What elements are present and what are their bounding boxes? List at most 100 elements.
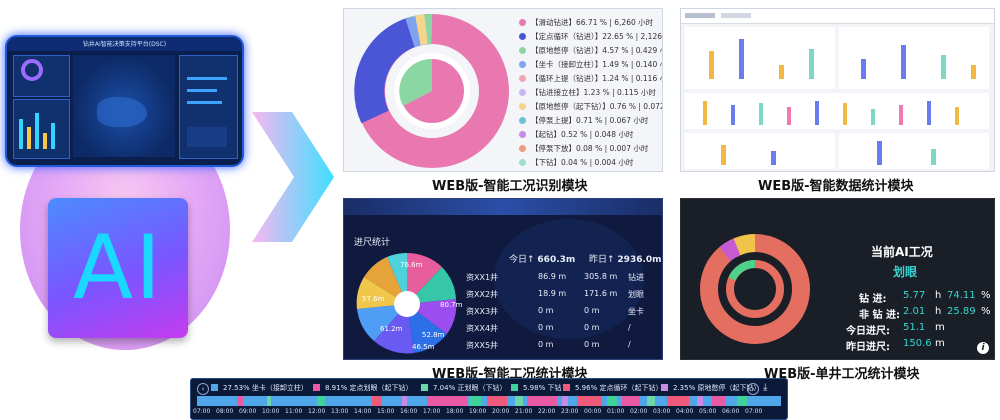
- caption-condition-recognition: WEB版-智能工况识别模块: [432, 179, 588, 194]
- timeline-legend-item[interactable]: 5.98% 下钻: [511, 383, 561, 393]
- legend-swatch: [313, 384, 320, 391]
- rose-label: 61.2m: [380, 325, 403, 333]
- yesterday-footage-value: 150.6: [903, 338, 932, 349]
- status-cell: /: [628, 340, 631, 349]
- legend-swatch: [563, 384, 570, 391]
- table-row[interactable]: 资XX3井 0 m 0 m 坐卡: [466, 306, 656, 320]
- yesterday-footage: 昨日↑ 2936.0m: [589, 252, 662, 265]
- legend-label: 【起钻】0.52 % | 0.048 小时: [531, 130, 634, 139]
- legend-swatch: [661, 384, 668, 391]
- panel-data-statistics: [680, 8, 995, 172]
- info-icon[interactable]: i: [977, 342, 989, 354]
- panel-footage-statistics: 进尺统计 80.7m 76.6m 61.2m 57.6m 52.8m 46.5m…: [343, 198, 663, 360]
- yesterday-footage-cell: 0 m: [584, 323, 600, 332]
- status-cell: /: [628, 323, 631, 332]
- today-footage-cell: 86.9 m: [538, 272, 567, 281]
- legend-label: 5.98% 下钻: [523, 384, 562, 392]
- rose-label: 76.6m: [400, 261, 423, 269]
- legend-item[interactable]: 【起钻】0.52 % | 0.048 小时: [519, 129, 633, 140]
- legend-item[interactable]: 【下钻】0.04 % | 0.004 小时: [519, 157, 633, 168]
- timeline-legend-item[interactable]: 8.91% 定点划眼（起下钻）: [313, 383, 412, 393]
- table-row[interactable]: 资XX5井 0 m 0 m /: [466, 340, 656, 354]
- dashboard-thumbnail: 钻井AI智能决策支持平台(DSC): [5, 35, 244, 167]
- today-footage-label: 今日进尺:: [846, 326, 890, 337]
- timeline-bar: ‹ › ⤓ 27.53% 坐卡（接卸立柱） 8.91% 定点划眼（起下钻） 7.…: [190, 378, 788, 420]
- today-footage-cell: 0 m: [538, 340, 554, 349]
- legend-item[interactable]: 【滑动钻进】66.71 % | 6,260 小时: [519, 17, 653, 28]
- status-cell: 划眼: [628, 290, 644, 299]
- time-tick: 10:00: [262, 408, 280, 415]
- legend-dot: [519, 131, 526, 138]
- legend-dot: [519, 117, 526, 124]
- drill-unit: h: [935, 290, 942, 301]
- legend-label: 2.35% 原地憋停（起下钻）: [673, 384, 761, 392]
- legend-dot: [519, 33, 526, 40]
- nondrill-label: 非 钻 进:: [859, 310, 900, 321]
- time-tick: 16:00: [400, 408, 418, 415]
- legend-item[interactable]: 【停泵上提】0.71 % | 0.067 小时: [519, 115, 648, 126]
- legend-label: 【原地憋停（钻进）】4.57 % | 0.429 小时: [531, 46, 663, 55]
- nondrill-unit: h: [935, 306, 942, 317]
- legend-item[interactable]: 【循环上提（钻进）】1.24 % | 0.116 小时: [519, 73, 662, 84]
- legend-item[interactable]: 【原地憋停（钻进）】4.57 % | 0.429 小时: [519, 45, 663, 56]
- legend-label: 8.91% 定点划眼（起下钻）: [325, 384, 413, 392]
- legend-item[interactable]: 【钻进接立柱】1.23 % | 0.115 小时: [519, 87, 656, 98]
- yesterday-footage-unit: m: [935, 338, 945, 349]
- timeline-legend-item[interactable]: 5.96% 定点循环（起下钻）: [563, 383, 662, 393]
- status-cell: 坐卡: [628, 307, 644, 316]
- today-footage-unit: m: [935, 322, 945, 333]
- time-tick: 12:00: [308, 408, 326, 415]
- legend-dot: [519, 145, 526, 152]
- legend-item[interactable]: 【停泵下放】0.08 % | 0.007 小时: [519, 143, 648, 154]
- well-name: 资XX5井: [466, 341, 499, 350]
- yesterday-footage-cell: 171.6 m: [584, 289, 618, 298]
- legend-label: 【坐卡（接卸立柱）】1.49 % | 0.140 小时: [531, 60, 663, 69]
- table-row[interactable]: 资XX1井 86.9 m 305.8 m 钻进: [466, 272, 656, 286]
- timeline-next-button[interactable]: ›: [747, 383, 759, 395]
- legend-item[interactable]: 【原地憋停（起下钻）】0.76 % | 0.072 小时: [519, 101, 662, 112]
- yesterday-footage-cell: 0 m: [584, 340, 600, 349]
- rose-label: 80.7m: [440, 301, 462, 309]
- well-name: 资XX3井: [466, 307, 499, 316]
- yesterday-footage-cell: 305.8 m: [584, 272, 618, 281]
- yesterday-label: 昨日↑: [589, 255, 615, 265]
- timeline-legend-item[interactable]: 7.04% 正划眼（下钻）: [421, 383, 506, 393]
- time-tick: 07:00: [745, 408, 763, 415]
- time-tick: 01:00: [607, 408, 625, 415]
- time-tick: 19:00: [469, 408, 487, 415]
- time-tick: 14:00: [354, 408, 372, 415]
- footage-rose-chart: 80.7m 76.6m 61.2m 57.6m 52.8m 46.5m: [356, 252, 462, 354]
- legend-item[interactable]: 【坐卡（接卸立柱）】1.49 % | 0.140 小时: [519, 59, 663, 70]
- rose-label: 52.8m: [422, 331, 445, 339]
- download-icon[interactable]: ⤓: [763, 382, 768, 393]
- legend-item[interactable]: 【定点循环（钻进）】22.65 % | 2,126 小时: [519, 31, 662, 42]
- table-row[interactable]: 资XX4井 0 m 0 m /: [466, 323, 656, 337]
- well-name: 资XX2井: [466, 290, 499, 299]
- legend-label: 5.96% 定点循环（起下钻）: [575, 384, 663, 392]
- timeline-legend-item[interactable]: 2.35% 原地憋停（起下钻）: [661, 383, 760, 393]
- drill-pct-unit: %: [981, 290, 991, 301]
- time-tick: 22:00: [538, 408, 556, 415]
- legend-dot: [519, 103, 526, 110]
- legend-dot: [519, 61, 526, 68]
- rose-label: 57.6m: [362, 295, 385, 303]
- today-footage: 今日↑ 660.3m: [509, 252, 575, 265]
- panel-condition-recognition: 【滑动钻进】66.71 % | 6,260 小时 【定点循环（钻进）】22.65…: [343, 8, 663, 172]
- single-well-donut: [700, 234, 810, 344]
- panel-single-well: 当前AI工况 划眼 钻 进: 5.77 h 74.11 % 非 钻 进: 2.0…: [680, 198, 995, 360]
- legend-swatch: [511, 384, 518, 391]
- table-row[interactable]: 资XX2井 18.9 m 171.6 m 划眼: [466, 289, 656, 303]
- time-tick: 08:00: [216, 408, 234, 415]
- timeline-prev-button[interactable]: ‹: [197, 383, 209, 395]
- timeline-legend-item[interactable]: 27.53% 坐卡（接卸立柱）: [211, 383, 308, 393]
- time-tick: 03:00: [653, 408, 671, 415]
- legend-swatch: [211, 384, 218, 391]
- status-cell: 钻进: [628, 273, 644, 282]
- today-footage-cell: 0 m: [538, 323, 554, 332]
- time-tick: 00:00: [584, 408, 602, 415]
- timeline-track[interactable]: [197, 396, 781, 406]
- time-tick: 05:00: [699, 408, 717, 415]
- legend-label: 【钻进接立柱】1.23 % | 0.115 小时: [531, 88, 656, 97]
- footage-title: 进尺统计: [354, 238, 391, 248]
- dashboard-title: 钻井AI智能决策支持平台(DSC): [82, 41, 167, 48]
